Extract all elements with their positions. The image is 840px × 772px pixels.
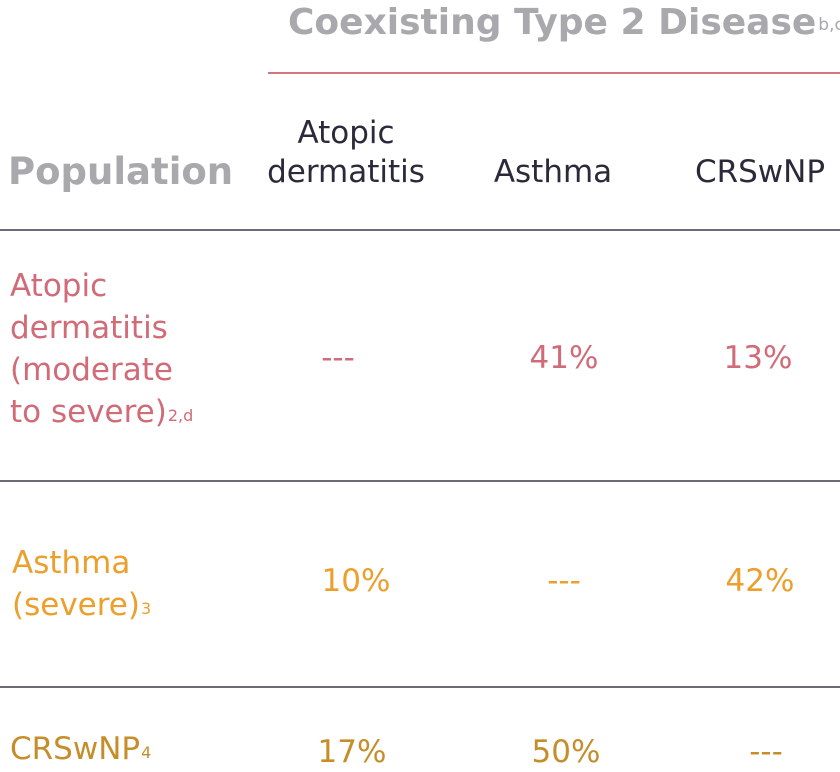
row-label-crswnp: CRSwNP4 <box>10 728 151 770</box>
row-footnote: 2,d <box>167 406 194 425</box>
row-label-atopic-dermatitis: Atopic dermatitis (moderate to severe)2,… <box>10 265 193 433</box>
row-divider <box>0 480 840 482</box>
population-header: Population <box>8 150 234 193</box>
header-divider <box>0 229 840 231</box>
row-divider <box>0 686 840 688</box>
title-footnote: b,c <box>818 15 840 35</box>
cell-asthma-crswnp: 42% <box>725 563 795 599</box>
column-header-atopic-dermatitis: Atopic dermatitis <box>262 114 430 192</box>
cell-crswnp-ad: 17% <box>317 734 387 770</box>
row-label-line: Atopic <box>10 268 108 304</box>
row-label-line: (moderate <box>10 352 173 388</box>
column-header-line: dermatitis <box>267 154 425 190</box>
cell-ad-asthma: 41% <box>529 340 599 376</box>
cell-crswnp-crswnp: --- <box>749 734 783 770</box>
cell-asthma-asthma: --- <box>547 563 581 599</box>
row-label-line: dermatitis <box>10 310 168 346</box>
row-footnote: 4 <box>141 743 152 762</box>
column-header-line: Asthma <box>493 154 613 190</box>
coexisting-disease-title: Coexisting Type 2 Disease b,c <box>288 0 840 46</box>
column-header-line: Atopic <box>297 115 395 151</box>
column-header-line: CRSwNP <box>694 154 826 190</box>
row-footnote: 3 <box>140 599 152 618</box>
column-header-crswnp: CRSwNP <box>680 153 840 192</box>
cell-ad-crswnp: 13% <box>723 340 793 376</box>
row-label-line: Asthma <box>12 545 131 581</box>
header-underline <box>268 72 840 74</box>
row-label-line: CRSwNP <box>10 731 141 767</box>
cell-crswnp-asthma: 50% <box>531 734 601 770</box>
row-label-line: (severe) <box>12 587 140 623</box>
row-label-line: to severe) <box>10 394 167 430</box>
row-label-asthma: Asthma (severe)3 <box>12 542 151 626</box>
cell-asthma-ad: 10% <box>321 563 391 599</box>
cell-ad-ad: --- <box>321 340 355 376</box>
column-header-asthma: Asthma <box>478 153 628 192</box>
